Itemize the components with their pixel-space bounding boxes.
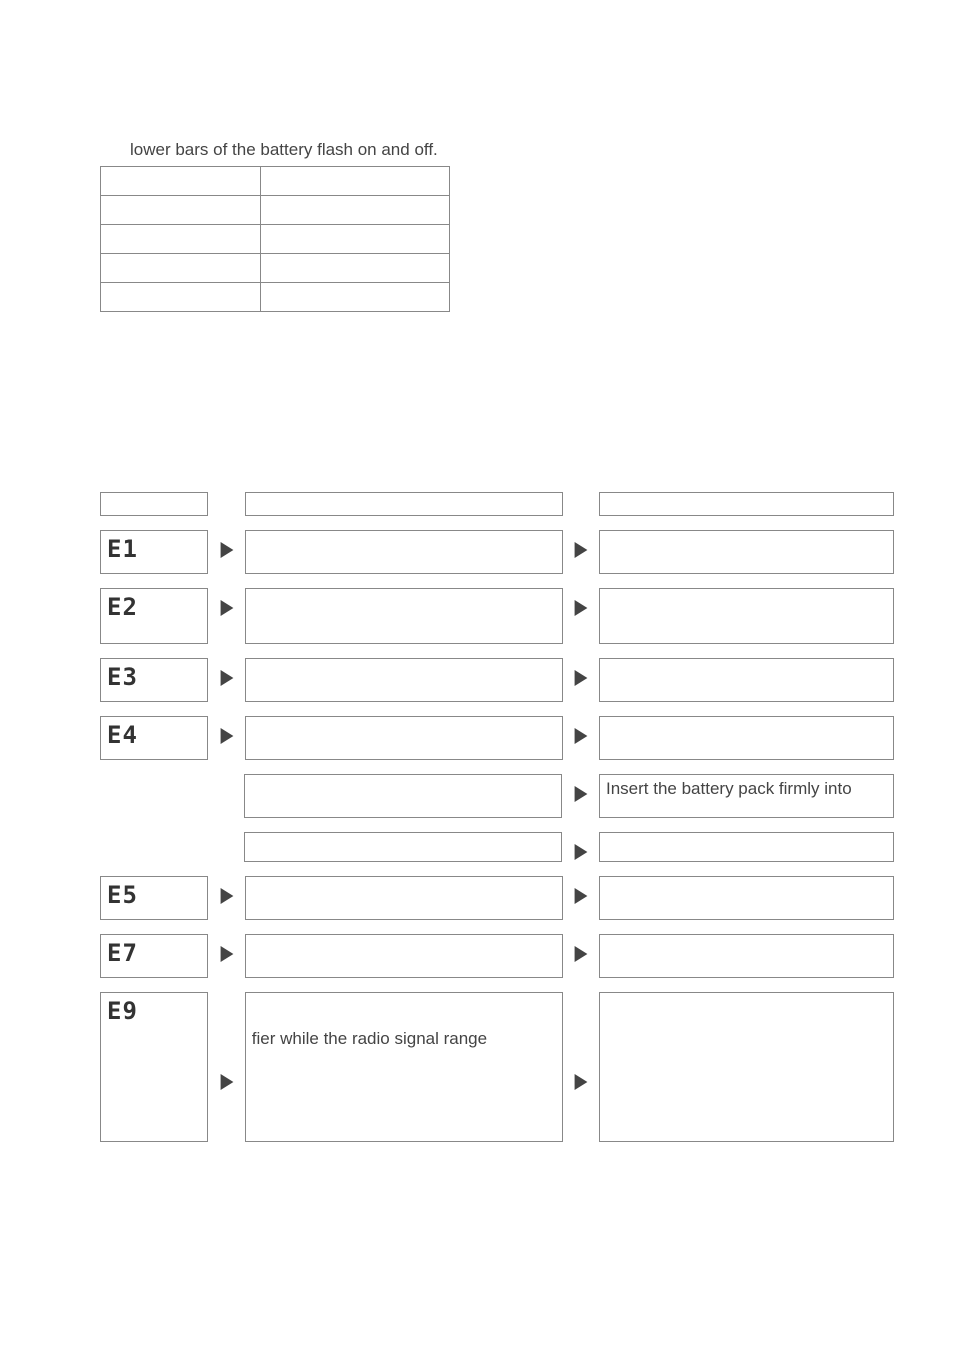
error-code-cell: E1 xyxy=(100,530,208,574)
error-desc-cell xyxy=(245,588,563,644)
arrow-icon xyxy=(563,658,600,688)
continuation-mid xyxy=(244,774,562,818)
continuation-row xyxy=(100,832,894,862)
arrow-icon xyxy=(562,774,599,804)
arrow-icon xyxy=(208,876,245,906)
seg-code: E2 xyxy=(107,593,138,621)
seg-code: E3 xyxy=(107,663,138,691)
error-code-cell: E4 xyxy=(100,716,208,760)
error-row: E3 xyxy=(100,658,894,702)
error-action-cell xyxy=(599,992,894,1142)
intro-text: lower bars of the battery flash on and o… xyxy=(130,140,894,160)
error-action-cell xyxy=(599,876,894,920)
arrow-icon xyxy=(563,934,600,964)
error-grid: E1 E2 E3 E4 Insert the battery pack firm… xyxy=(100,492,894,1142)
seg-code: E9 xyxy=(107,997,138,1025)
error-action-cell xyxy=(599,530,894,574)
header-desc xyxy=(245,492,563,516)
seg-code: E7 xyxy=(107,939,138,967)
battery-table xyxy=(100,166,450,312)
arrow-icon xyxy=(208,992,245,1092)
continuation-right xyxy=(599,832,894,862)
seg-code: E1 xyxy=(107,535,138,563)
header-action xyxy=(599,492,894,516)
arrow-icon xyxy=(563,716,600,746)
error-code-cell: E9 xyxy=(100,992,208,1142)
continuation-right: Insert the battery pack firmly into xyxy=(599,774,894,818)
arrow-icon xyxy=(563,588,600,618)
error-desc-cell xyxy=(245,530,563,574)
error-desc-cell xyxy=(245,876,563,920)
error-row: E4 xyxy=(100,716,894,760)
grid-header-row xyxy=(100,492,894,516)
arrow-icon xyxy=(208,530,245,560)
error-code-cell: E2 xyxy=(100,588,208,644)
arrow-icon xyxy=(562,832,599,862)
error-row-e9: E9 fier while the radio signal range xyxy=(100,992,894,1142)
arrow-icon xyxy=(563,530,600,560)
arrow-icon xyxy=(563,992,600,1092)
error-row: E5 xyxy=(100,876,894,920)
error-code-cell: E3 xyxy=(100,658,208,702)
arrow-icon xyxy=(208,934,245,964)
arrow-icon xyxy=(208,716,245,746)
header-code xyxy=(100,492,208,516)
continuation-row: Insert the battery pack firmly into xyxy=(100,774,894,818)
arrow-icon xyxy=(208,658,245,688)
error-code-cell: E7 xyxy=(100,934,208,978)
error-action-cell xyxy=(599,588,894,644)
error-row: E1 xyxy=(100,530,894,574)
arrow-icon xyxy=(208,588,245,618)
error-action-cell xyxy=(599,934,894,978)
error-desc-cell xyxy=(245,716,563,760)
error-row: E7 xyxy=(100,934,894,978)
error-action-cell xyxy=(599,716,894,760)
error-row: E2 xyxy=(100,588,894,644)
error-code-cell: E5 xyxy=(100,876,208,920)
continuation-mid xyxy=(244,832,562,862)
error-desc-cell: fier while the radio signal range xyxy=(245,992,563,1142)
seg-code: E5 xyxy=(107,881,138,909)
error-desc-cell xyxy=(245,658,563,702)
error-desc-cell xyxy=(245,934,563,978)
arrow-icon xyxy=(563,876,600,906)
seg-code: E4 xyxy=(107,721,138,749)
error-action-cell xyxy=(599,658,894,702)
